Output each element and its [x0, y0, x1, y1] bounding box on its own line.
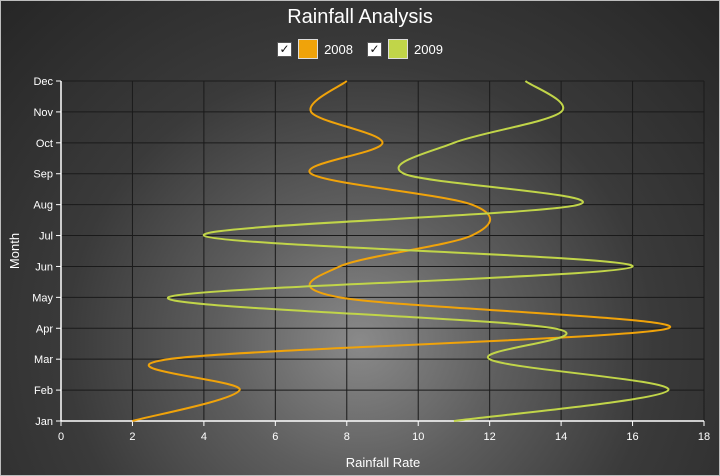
y-tick-label: May: [32, 292, 53, 304]
legend-swatch-2009: [388, 39, 408, 59]
y-tick-label: Feb: [34, 385, 53, 397]
legend-item-2008[interactable]: ✓ 2008: [277, 39, 353, 59]
y-tick-label: Jan: [35, 416, 53, 428]
y-axis-label: Month: [7, 233, 22, 269]
y-tick-label: Nov: [33, 107, 53, 119]
legend-checkbox-2009[interactable]: ✓: [367, 41, 382, 57]
y-tick-label: Aug: [33, 200, 53, 212]
x-tick-label: 2: [129, 431, 135, 443]
x-tick-label: 4: [201, 431, 207, 443]
x-tick-label: 10: [412, 431, 424, 443]
legend-label-2009: 2009: [414, 41, 443, 57]
x-tick-label: 16: [626, 431, 638, 443]
grid: [61, 80, 705, 421]
legend-checkbox-2008[interactable]: ✓: [277, 41, 293, 57]
legend-swatch-2008: [298, 39, 319, 59]
x-axis-label: Rainfall Rate: [346, 455, 420, 470]
x-tick-labels: 0 2 4 6 8 10 12 14 16 18: [58, 431, 710, 443]
axes: [56, 80, 705, 426]
y-tick-label: Mar: [34, 354, 53, 366]
x-tick-label: 12: [484, 431, 496, 443]
legend-item-2009[interactable]: ✓ 2009: [367, 39, 443, 59]
legend-label-2008: 2008: [324, 41, 353, 57]
chart-title: Rainfall Analysis: [287, 6, 433, 28]
x-tick-label: 18: [698, 431, 710, 443]
series-lines: [132, 80, 672, 422]
x-tick-label: 6: [272, 431, 278, 443]
y-tick-label: Dec: [33, 76, 53, 88]
y-tick-label: Jul: [39, 231, 53, 243]
x-tick-label: 14: [555, 431, 567, 443]
y-tick-labels: Jan Feb Mar Apr May Jun Jul Aug Sep Oct Nov Dec: [32, 76, 53, 428]
y-tick-label: Jun: [35, 261, 53, 273]
series-line-2009: [167, 80, 670, 422]
y-tick-label: Oct: [36, 138, 53, 150]
y-tick-label: Sep: [33, 169, 53, 181]
y-tick-label: Apr: [36, 323, 53, 335]
legend: ✓ 2008 ✓ 2009: [0, 37, 720, 61]
series-line-2008: [132, 80, 672, 422]
x-tick-label: 8: [344, 431, 350, 443]
x-tick-label: 0: [58, 431, 64, 443]
